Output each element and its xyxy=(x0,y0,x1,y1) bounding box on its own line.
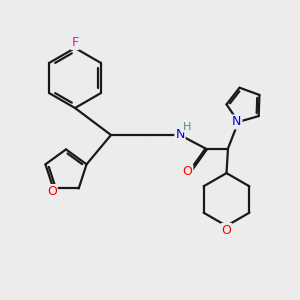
Text: H: H xyxy=(182,122,191,132)
Text: N: N xyxy=(232,116,242,128)
Text: O: O xyxy=(47,185,57,198)
Text: O: O xyxy=(183,165,192,178)
Text: O: O xyxy=(222,224,231,237)
Text: N: N xyxy=(175,128,185,142)
Text: F: F xyxy=(71,36,79,49)
